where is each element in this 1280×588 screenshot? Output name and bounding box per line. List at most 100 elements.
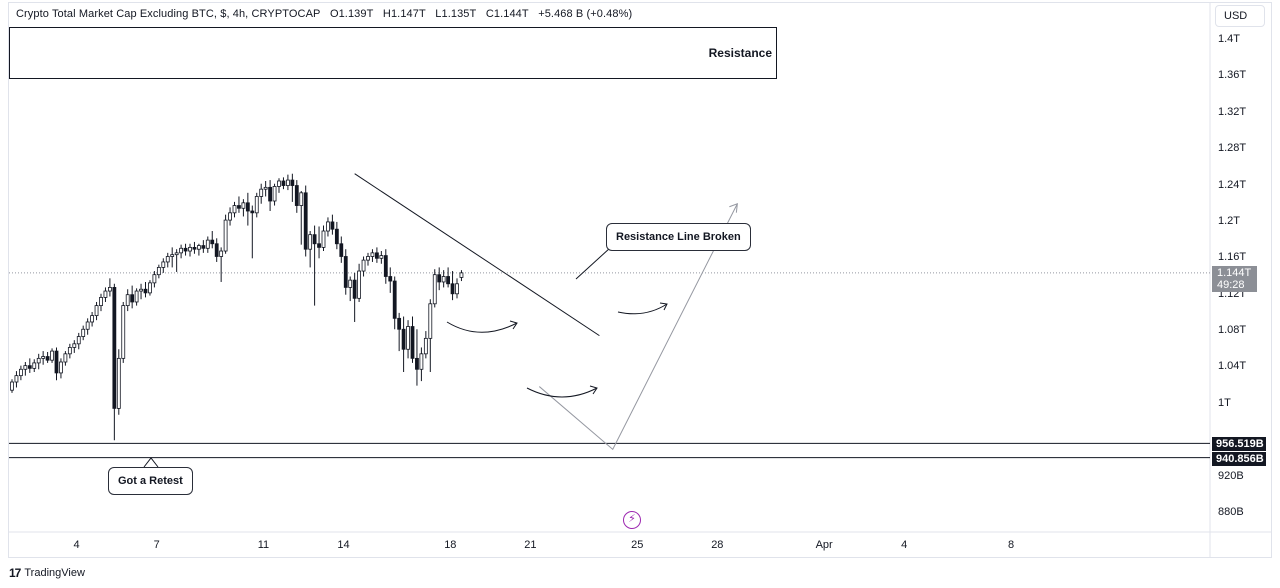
candle-down <box>250 210 255 214</box>
level-tag-lower: 940.856B <box>1212 452 1266 466</box>
candle-up <box>174 252 179 256</box>
candle-down <box>130 294 135 303</box>
candle-down <box>214 243 219 257</box>
candle-down <box>343 256 348 288</box>
candle-down <box>374 252 379 259</box>
candle-up <box>10 381 14 391</box>
time-tick-label: 28 <box>711 539 724 551</box>
candle-up <box>263 186 268 190</box>
candle-up <box>219 250 224 257</box>
candle-up <box>23 365 28 370</box>
time-tick-label: 7 <box>153 539 160 551</box>
candle-down <box>312 234 317 245</box>
last-price-tag: 1.144T 49:28 <box>1212 266 1257 292</box>
candle-down <box>334 228 339 245</box>
candle-down <box>290 179 295 186</box>
candle-up <box>321 230 326 248</box>
candle-down <box>45 356 50 361</box>
candle-up <box>152 274 157 284</box>
callout-pointer-resistance <box>575 247 611 280</box>
currency-button[interactable]: USD <box>1215 5 1265 27</box>
price-tick-label: 1.36T <box>1218 69 1247 82</box>
candle-up <box>50 350 54 361</box>
candle-down <box>383 255 388 277</box>
curve-arrow-left-head <box>509 320 518 330</box>
price-tick-label: 1.4T <box>1218 33 1241 45</box>
candle-up <box>441 276 446 283</box>
candle-up <box>32 362 37 369</box>
candle-down <box>437 274 442 283</box>
candle-up <box>254 196 259 214</box>
candle-up <box>419 353 424 370</box>
price-tick-label: 1.04T <box>1218 360 1247 373</box>
time-tick-label: 25 <box>631 539 644 551</box>
candle-down <box>450 283 455 295</box>
level-tag-upper: 956.519B <box>1212 437 1266 451</box>
candle-down <box>339 243 344 257</box>
candle-up <box>196 245 201 250</box>
candle-up <box>428 303 433 339</box>
candle-up <box>357 270 362 299</box>
candle-up <box>272 186 277 202</box>
candle-down <box>210 239 215 245</box>
candle-up <box>285 179 290 186</box>
time-tick-label: 4 <box>901 539 908 551</box>
tradingview-logo-icon: 17 <box>9 566 21 580</box>
lightning-icon[interactable]: ⚡ <box>623 511 641 529</box>
candle-up <box>139 288 143 292</box>
tradingview-logo[interactable]: 17 TradingView <box>9 566 85 580</box>
resistance-label: Resistance <box>708 46 772 60</box>
ohlc-change: +5.468 B (+0.48%) <box>538 8 633 20</box>
resistance-zone[interactable]: Resistance <box>9 27 777 79</box>
candle-down <box>192 246 197 250</box>
price-tick-label: 1.16T <box>1218 251 1247 264</box>
callout-resistance-line-broken[interactable]: Resistance Line Broken <box>606 223 751 251</box>
curve-arrow-left <box>446 321 518 333</box>
candle-up <box>94 305 99 317</box>
candle-up <box>72 343 77 348</box>
candle-down <box>27 365 32 369</box>
candle-up <box>103 290 108 298</box>
time-tick-label: 11 <box>257 539 270 551</box>
time-tick-label: 4 <box>73 539 80 551</box>
candle-down <box>352 279 357 299</box>
candle-down <box>392 280 397 319</box>
candle-down <box>446 276 451 285</box>
candle-up <box>406 326 410 350</box>
candle-up <box>205 239 210 249</box>
price-tick-label: 1.08T <box>1218 324 1247 337</box>
candle-up <box>228 212 232 221</box>
candle-up <box>259 188 264 197</box>
candle-down <box>112 287 117 409</box>
candle-up <box>63 353 68 363</box>
candle-down <box>54 350 59 374</box>
candle-down <box>143 288 148 294</box>
curve-arrow-right-head <box>659 302 668 311</box>
price-tick-label: 1.24T <box>1218 178 1247 191</box>
candle-up <box>165 256 170 263</box>
last-price-value: 1.144T <box>1217 267 1252 279</box>
candle-up <box>277 180 281 187</box>
symbol-legend: Crypto Total Market Cap Excluding BTC, $… <box>16 8 632 20</box>
candle-down <box>317 243 321 248</box>
candle-down <box>294 185 299 206</box>
candle-up <box>67 347 72 355</box>
candle-up <box>459 272 464 278</box>
price-tick-label: 1.32T <box>1218 105 1247 118</box>
candle-up <box>134 290 139 303</box>
price-tick-label: 1T <box>1218 396 1231 409</box>
candle-up <box>326 221 330 232</box>
candle-down <box>415 357 419 370</box>
ohlc-low: L1.135T <box>435 8 477 20</box>
candle-up <box>308 234 313 250</box>
callout-got-a-retest[interactable]: Got a Retest <box>108 467 193 495</box>
candle-down <box>245 202 250 212</box>
candle-down <box>401 328 406 350</box>
candle-up <box>90 315 94 323</box>
candle-up <box>241 202 246 209</box>
candle-down <box>388 276 393 282</box>
candle-down <box>201 245 206 249</box>
candle-down <box>303 192 308 250</box>
candle-up <box>156 267 161 276</box>
